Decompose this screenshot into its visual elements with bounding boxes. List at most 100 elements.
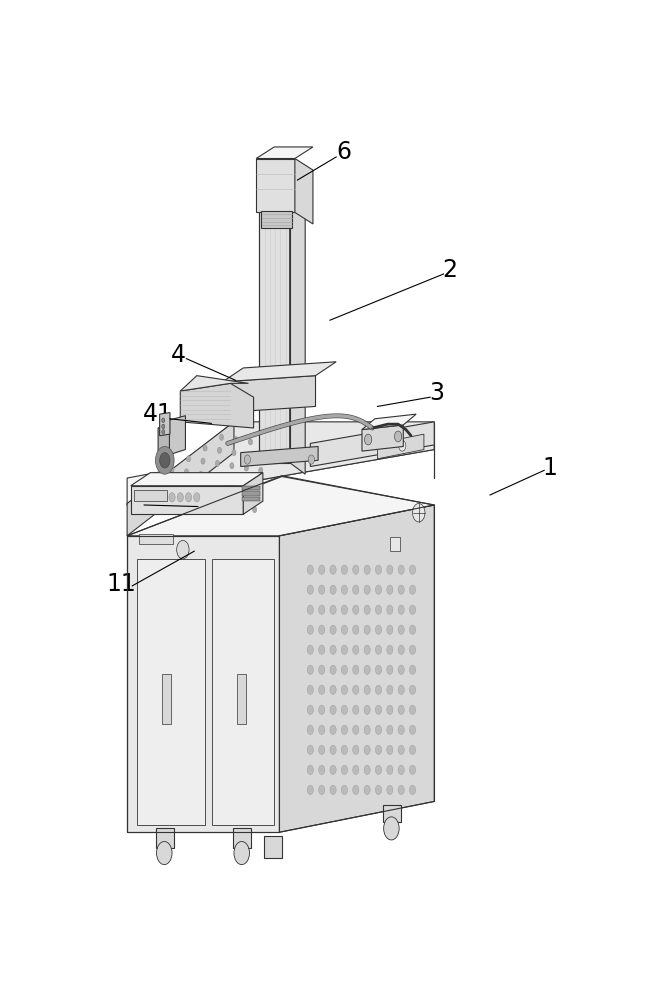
FancyBboxPatch shape bbox=[242, 486, 260, 490]
Circle shape bbox=[410, 685, 416, 694]
Circle shape bbox=[376, 685, 382, 694]
Circle shape bbox=[387, 765, 393, 774]
Circle shape bbox=[353, 705, 359, 714]
Circle shape bbox=[234, 436, 238, 443]
Circle shape bbox=[261, 454, 265, 460]
Circle shape bbox=[215, 460, 220, 466]
Circle shape bbox=[412, 503, 425, 522]
Circle shape bbox=[364, 765, 370, 774]
Circle shape bbox=[318, 725, 325, 734]
Circle shape bbox=[399, 440, 406, 451]
Circle shape bbox=[387, 585, 393, 594]
Circle shape bbox=[307, 585, 314, 594]
Circle shape bbox=[398, 685, 404, 694]
Circle shape bbox=[353, 585, 359, 594]
Circle shape bbox=[258, 467, 263, 473]
Circle shape bbox=[182, 482, 186, 488]
Circle shape bbox=[398, 745, 404, 754]
Circle shape bbox=[169, 493, 175, 502]
Circle shape bbox=[398, 605, 404, 614]
Circle shape bbox=[166, 493, 170, 499]
Circle shape bbox=[364, 605, 370, 614]
Circle shape bbox=[318, 705, 325, 714]
Circle shape bbox=[153, 477, 158, 483]
Circle shape bbox=[410, 605, 416, 614]
Circle shape bbox=[318, 665, 325, 674]
Circle shape bbox=[410, 585, 416, 594]
Circle shape bbox=[398, 725, 404, 734]
Circle shape bbox=[330, 565, 336, 574]
Circle shape bbox=[330, 645, 336, 654]
Circle shape bbox=[387, 625, 393, 634]
FancyBboxPatch shape bbox=[242, 497, 260, 501]
Circle shape bbox=[318, 565, 325, 574]
Circle shape bbox=[234, 841, 250, 865]
Polygon shape bbox=[362, 414, 416, 430]
Circle shape bbox=[398, 625, 404, 634]
Circle shape bbox=[353, 565, 359, 574]
Polygon shape bbox=[212, 559, 274, 825]
Circle shape bbox=[209, 500, 213, 506]
Circle shape bbox=[170, 466, 174, 473]
Circle shape bbox=[364, 585, 370, 594]
Text: 5: 5 bbox=[127, 491, 141, 515]
Polygon shape bbox=[180, 383, 254, 428]
Polygon shape bbox=[222, 376, 316, 413]
Circle shape bbox=[410, 765, 416, 774]
Circle shape bbox=[376, 765, 382, 774]
FancyBboxPatch shape bbox=[162, 674, 171, 724]
Circle shape bbox=[364, 625, 370, 634]
Circle shape bbox=[410, 665, 416, 674]
Circle shape bbox=[330, 765, 336, 774]
Circle shape bbox=[217, 447, 222, 453]
Circle shape bbox=[307, 565, 314, 574]
Circle shape bbox=[353, 645, 359, 654]
Circle shape bbox=[224, 502, 228, 508]
Polygon shape bbox=[156, 828, 174, 848]
Polygon shape bbox=[261, 211, 292, 228]
Circle shape bbox=[398, 565, 404, 574]
Circle shape bbox=[398, 585, 404, 594]
Circle shape bbox=[376, 565, 382, 574]
Circle shape bbox=[341, 705, 348, 714]
Text: 6: 6 bbox=[336, 140, 352, 164]
Circle shape bbox=[341, 725, 348, 734]
Polygon shape bbox=[240, 446, 318, 466]
Polygon shape bbox=[222, 362, 336, 382]
Circle shape bbox=[364, 785, 370, 795]
Circle shape bbox=[398, 705, 404, 714]
Circle shape bbox=[410, 625, 416, 634]
Circle shape bbox=[244, 455, 250, 464]
Circle shape bbox=[184, 469, 188, 475]
Circle shape bbox=[387, 785, 393, 795]
Circle shape bbox=[211, 487, 215, 493]
Circle shape bbox=[376, 725, 382, 734]
Circle shape bbox=[155, 446, 174, 474]
Circle shape bbox=[376, 585, 382, 594]
Circle shape bbox=[330, 585, 336, 594]
Circle shape bbox=[394, 431, 402, 442]
Polygon shape bbox=[280, 505, 434, 832]
Circle shape bbox=[157, 841, 172, 865]
Circle shape bbox=[341, 565, 348, 574]
Circle shape bbox=[341, 745, 348, 754]
Circle shape bbox=[364, 434, 372, 445]
Polygon shape bbox=[290, 205, 305, 474]
Circle shape bbox=[353, 745, 359, 754]
Circle shape bbox=[364, 685, 370, 694]
Polygon shape bbox=[180, 376, 248, 391]
Circle shape bbox=[185, 493, 192, 502]
Circle shape bbox=[168, 480, 172, 486]
Circle shape bbox=[341, 665, 348, 674]
Circle shape bbox=[341, 605, 348, 614]
Circle shape bbox=[410, 565, 416, 574]
Text: 11: 11 bbox=[106, 572, 136, 596]
Circle shape bbox=[387, 705, 393, 714]
Circle shape bbox=[364, 725, 370, 734]
Circle shape bbox=[376, 665, 382, 674]
Circle shape bbox=[318, 785, 325, 795]
Circle shape bbox=[341, 785, 348, 795]
Circle shape bbox=[307, 665, 314, 674]
Circle shape bbox=[307, 625, 314, 634]
Circle shape bbox=[364, 645, 370, 654]
